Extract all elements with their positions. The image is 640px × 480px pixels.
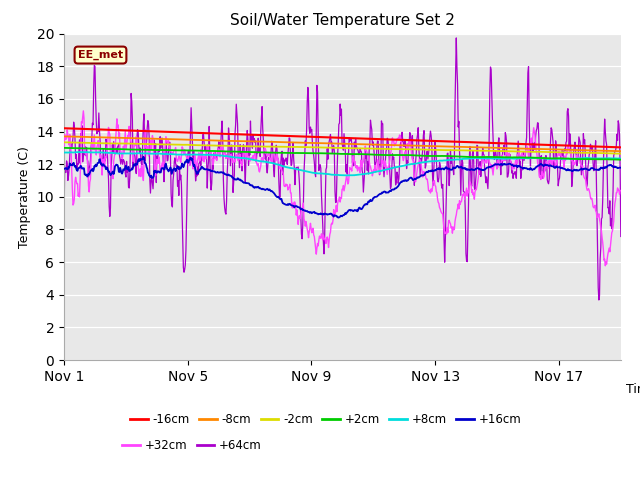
-8cm — [617, 148, 625, 154]
+16cm — [140, 154, 147, 159]
+64cm — [376, 172, 383, 178]
+8cm — [377, 168, 385, 174]
+2cm — [376, 152, 383, 158]
Line: +8cm: +8cm — [64, 152, 621, 175]
+2cm — [191, 148, 199, 154]
-16cm — [292, 133, 300, 139]
+32cm — [81, 149, 88, 155]
+2cm — [80, 145, 88, 151]
+2cm — [263, 150, 271, 156]
-2cm — [292, 144, 300, 150]
-2cm — [191, 142, 199, 148]
-2cm — [617, 151, 625, 156]
+16cm — [511, 163, 519, 168]
Line: -8cm: -8cm — [64, 136, 621, 151]
+64cm — [191, 164, 199, 170]
+64cm — [60, 219, 68, 225]
+8cm — [60, 150, 68, 156]
+32cm — [376, 171, 384, 177]
-2cm — [616, 151, 623, 156]
Line: -16cm: -16cm — [64, 128, 621, 147]
+8cm — [192, 152, 200, 157]
-2cm — [263, 144, 271, 149]
Legend: +32cm, +64cm: +32cm, +64cm — [118, 434, 267, 457]
-16cm — [263, 132, 271, 138]
-2cm — [60, 139, 68, 145]
-8cm — [80, 134, 88, 140]
+64cm — [452, 35, 460, 41]
+32cm — [192, 158, 200, 164]
+32cm — [602, 263, 609, 269]
+32cm — [60, 146, 68, 152]
-16cm — [376, 136, 383, 142]
-8cm — [376, 142, 383, 148]
-16cm — [60, 125, 68, 131]
-8cm — [263, 139, 271, 144]
-16cm — [191, 130, 199, 136]
+8cm — [344, 172, 351, 178]
+2cm — [60, 145, 68, 151]
+8cm — [617, 156, 625, 161]
-16cm — [617, 144, 625, 150]
+2cm — [617, 157, 625, 163]
+64cm — [80, 152, 88, 158]
+8cm — [293, 166, 301, 172]
+16cm — [192, 168, 200, 173]
+16cm — [617, 165, 625, 171]
+64cm — [263, 165, 271, 170]
+64cm — [595, 297, 603, 303]
+16cm — [334, 215, 342, 220]
+16cm — [264, 186, 271, 192]
-8cm — [510, 145, 518, 151]
-2cm — [80, 140, 88, 145]
+32cm — [264, 154, 271, 159]
+32cm — [511, 166, 518, 172]
+8cm — [264, 159, 271, 165]
+32cm — [293, 207, 301, 213]
+16cm — [293, 204, 301, 209]
+32cm — [617, 188, 625, 193]
-16cm — [510, 141, 518, 146]
+16cm — [80, 166, 88, 171]
+16cm — [377, 191, 385, 197]
-16cm — [80, 126, 88, 132]
+64cm — [292, 165, 300, 170]
+16cm — [60, 166, 68, 171]
Line: -2cm: -2cm — [64, 142, 621, 154]
+8cm — [511, 156, 519, 162]
-8cm — [191, 137, 199, 143]
Line: +16cm: +16cm — [64, 156, 621, 217]
Text: Time: Time — [627, 383, 640, 396]
+8cm — [76, 149, 83, 155]
-8cm — [292, 140, 300, 145]
+64cm — [511, 171, 518, 177]
+64cm — [617, 234, 625, 240]
-8cm — [60, 133, 68, 139]
+8cm — [81, 149, 88, 155]
+2cm — [292, 150, 300, 156]
+32cm — [79, 108, 87, 114]
+2cm — [510, 155, 518, 160]
Line: +2cm: +2cm — [64, 148, 621, 160]
Line: +32cm: +32cm — [64, 111, 621, 266]
Y-axis label: Temperature (C): Temperature (C) — [18, 146, 31, 248]
Line: +64cm: +64cm — [64, 38, 621, 300]
-2cm — [376, 146, 383, 152]
Text: EE_met: EE_met — [78, 50, 123, 60]
Title: Soil/Water Temperature Set 2: Soil/Water Temperature Set 2 — [230, 13, 455, 28]
-2cm — [510, 148, 518, 154]
